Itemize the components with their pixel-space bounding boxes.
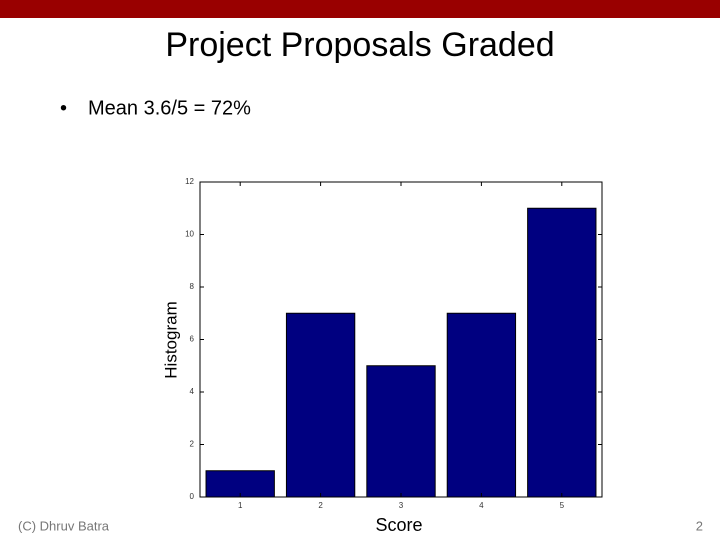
bar [205, 470, 275, 498]
x-axis-label: Score [375, 515, 422, 535]
x-tick-label: 4 [479, 501, 484, 510]
x-tick-label: 2 [318, 501, 323, 510]
bullet-text: Mean 3.6/5 = 72% [88, 97, 251, 119]
slide-title: Project Proposals Graded [165, 26, 554, 64]
y-tick-label: 6 [190, 335, 195, 344]
x-tick-label: 5 [560, 501, 565, 510]
page-number: 2 [696, 518, 703, 533]
y-tick-label: 10 [185, 230, 194, 239]
bar [527, 207, 597, 498]
bar [285, 312, 356, 498]
y-tick-label: 12 [185, 177, 194, 186]
y-tick-label: 4 [190, 387, 195, 396]
bullet-dot: • [60, 97, 67, 119]
footer: (C) Dhruv Batra [18, 518, 110, 533]
x-tick-label: 1 [238, 501, 243, 510]
y-axis-label: Histogram [161, 301, 180, 378]
x-tick-label: 3 [399, 501, 404, 510]
bar [446, 312, 517, 498]
bar [366, 365, 436, 498]
y-tick-label: 2 [190, 440, 195, 449]
header-bar [0, 0, 720, 18]
y-tick-label: 0 [190, 492, 195, 501]
y-tick-label: 8 [190, 282, 195, 291]
